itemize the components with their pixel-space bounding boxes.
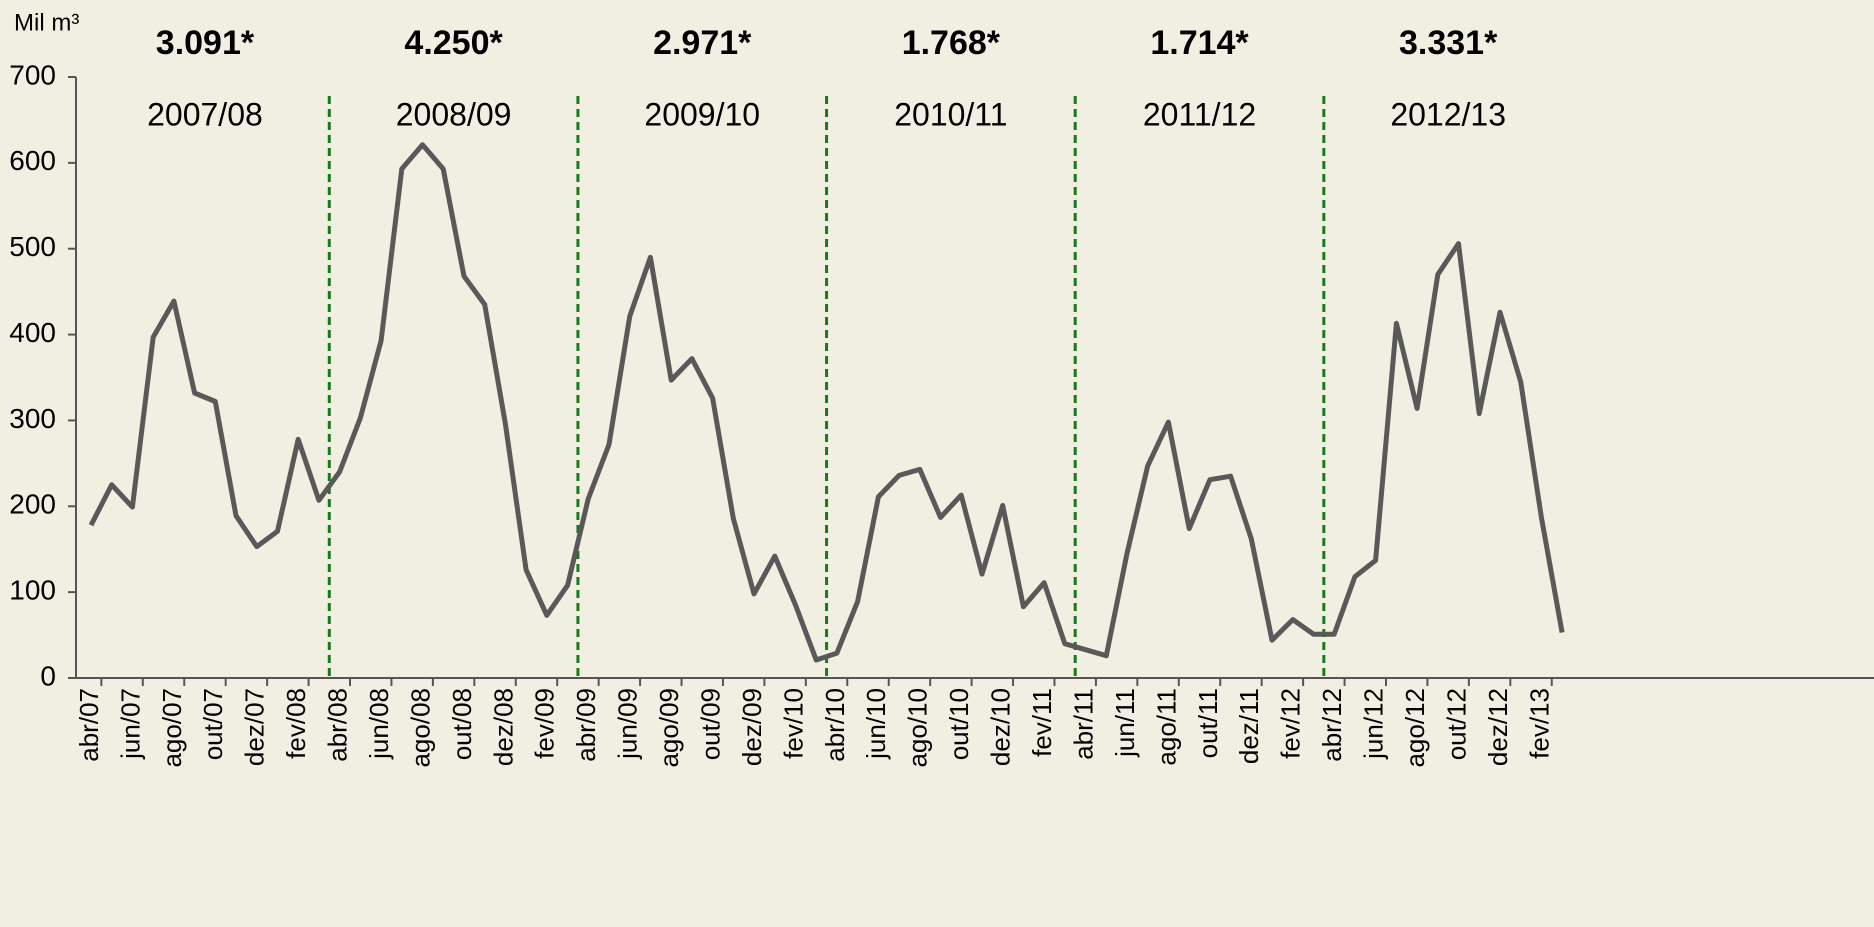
x-tick-label: ago/07 bbox=[157, 688, 187, 768]
x-tick-label: out/11 bbox=[1193, 688, 1223, 758]
period-label: 2012/13 bbox=[1390, 96, 1506, 132]
x-tick-label: ago/08 bbox=[405, 688, 435, 768]
y-unit: Mil m³ bbox=[14, 9, 79, 36]
x-tick-label: jun/09 bbox=[613, 688, 643, 760]
period-label: 2009/10 bbox=[644, 96, 760, 132]
period-label: 2007/08 bbox=[147, 96, 263, 132]
x-tick-label: abr/10 bbox=[820, 688, 850, 762]
period-total: 1.768* bbox=[902, 24, 1001, 62]
x-tick-label: abr/11 bbox=[1068, 688, 1098, 760]
y-tick-label: 100 bbox=[9, 575, 56, 606]
period-total: 2.971* bbox=[653, 24, 752, 62]
x-tick-label: ago/12 bbox=[1400, 688, 1430, 768]
x-tick-label: fev/10 bbox=[778, 688, 808, 759]
x-tick-label: fev/09 bbox=[530, 688, 560, 759]
x-tick-label: jun/07 bbox=[115, 688, 145, 760]
x-tick-label: out/08 bbox=[447, 688, 477, 760]
chart: Mil m³ 0 100 200 300 400 500 600 700 abr/07 jun/0… bbox=[0, 0, 1874, 927]
x-tick-label: abr/08 bbox=[323, 688, 353, 762]
x-tick-label: ago/11 bbox=[1151, 688, 1181, 766]
x-tick-label: abr/07 bbox=[74, 688, 104, 762]
x-tick-label: jun/08 bbox=[364, 688, 394, 760]
x-tick-label: fev/12 bbox=[1276, 688, 1306, 759]
period-label: 2010/11 bbox=[894, 96, 1007, 132]
y-tick-label: 200 bbox=[9, 489, 56, 520]
y-tick-label: 400 bbox=[9, 317, 56, 348]
x-tick-label: jun/11 bbox=[1110, 688, 1140, 758]
y-tick-label: 500 bbox=[9, 231, 56, 262]
x-tick-label: dez/08 bbox=[488, 688, 518, 766]
y-tick-label: 600 bbox=[9, 145, 56, 176]
x-tick-label: dez/11 bbox=[1234, 688, 1264, 764]
y-tick-label: 300 bbox=[9, 403, 56, 434]
x-tick-label: out/12 bbox=[1441, 688, 1471, 760]
x-tick-label: ago/10 bbox=[903, 688, 933, 768]
period-label: 2008/09 bbox=[396, 96, 512, 132]
x-tick-label: jun/12 bbox=[1359, 688, 1389, 760]
x-tick-label: out/10 bbox=[944, 688, 974, 760]
period-label: 2011/12 bbox=[1143, 96, 1256, 132]
x-tick-label: jun/10 bbox=[861, 688, 891, 760]
x-tick-label: fev/08 bbox=[281, 688, 311, 759]
x-tick-label: dez/07 bbox=[240, 688, 270, 766]
x-tick-label: fev/11 bbox=[1027, 688, 1057, 757]
x-tick-label: dez/09 bbox=[737, 688, 767, 766]
period-total: 1.714* bbox=[1150, 24, 1249, 62]
x-tick-label: abr/09 bbox=[571, 688, 601, 762]
page: Mil m³ 0 100 200 300 400 500 600 700 abr/07 jun/0… bbox=[0, 0, 1874, 927]
background bbox=[0, 0, 1874, 927]
period-total: 4.250* bbox=[404, 24, 503, 62]
x-tick-label: ago/09 bbox=[654, 688, 684, 768]
y-tick-label: 0 bbox=[40, 660, 56, 691]
x-tick-label: out/09 bbox=[695, 688, 725, 760]
period-total: 3.331* bbox=[1399, 24, 1498, 62]
x-tick-label: fev/13 bbox=[1524, 688, 1554, 759]
x-tick-label: out/07 bbox=[198, 688, 228, 760]
x-tick-label: dez/10 bbox=[986, 688, 1016, 766]
period-total: 3.091* bbox=[156, 24, 255, 62]
x-tick-label: abr/12 bbox=[1317, 688, 1347, 762]
x-tick-label: dez/12 bbox=[1483, 688, 1513, 766]
y-tick-label: 700 bbox=[9, 59, 56, 90]
